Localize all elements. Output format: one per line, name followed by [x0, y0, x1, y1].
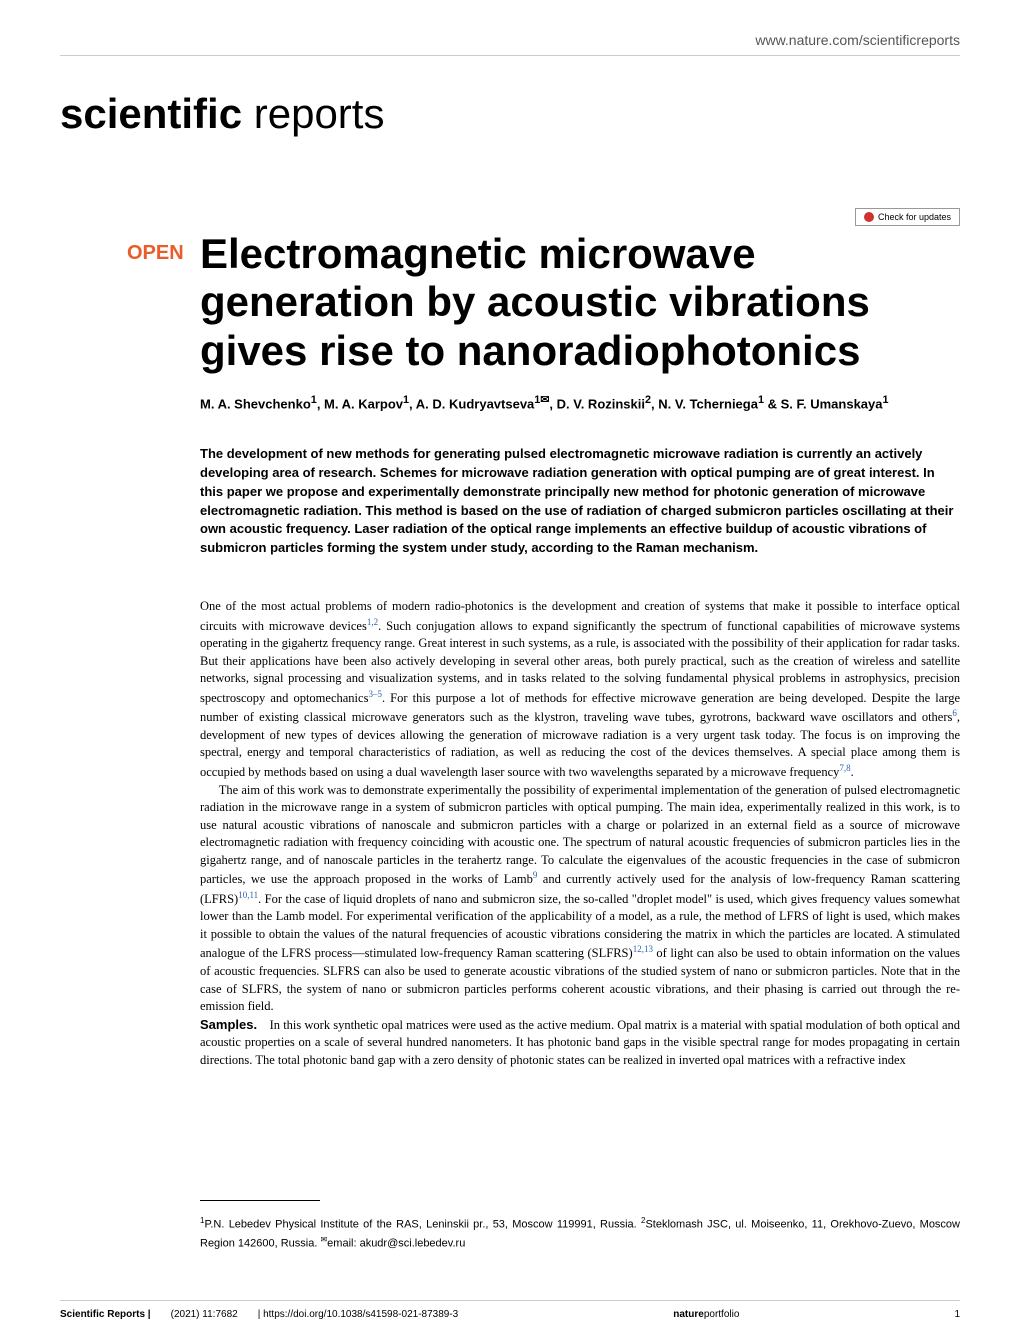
body-text: One of the most actual problems of moder… — [200, 598, 960, 1069]
footer-citation: (2021) 11:7682 — [171, 1309, 238, 1320]
footer: Scientific Reports | (2021) 11:7682 | ht… — [60, 1300, 960, 1320]
citation-link-1[interactable]: 1,2 — [367, 617, 378, 627]
footer-journal: Scientific Reports | — [60, 1309, 151, 1320]
affiliation-divider — [200, 1200, 320, 1201]
check-updates-label: Check for updates — [878, 212, 951, 222]
header-divider — [60, 55, 960, 56]
author-list: M. A. Shevchenko1, M. A. Karpov1, A. D. … — [200, 392, 960, 414]
citation-link-6[interactable]: 10,11 — [238, 890, 258, 900]
citation-link-7[interactable]: 12,13 — [633, 944, 653, 954]
abstract: The development of new methods for gener… — [200, 445, 960, 558]
logo-light: reports — [242, 90, 384, 137]
samples-section: Samples. In this work synthetic opal mat… — [200, 1016, 960, 1070]
logo-bold: scientific — [60, 90, 242, 137]
samples-heading: Samples. — [200, 1017, 257, 1032]
affiliations: 1P.N. Lebedev Physical Institute of the … — [200, 1215, 960, 1254]
footer-doi[interactable]: | https://doi.org/10.1038/s41598-021-873… — [258, 1309, 459, 1320]
check-updates-button[interactable]: Check for updates — [855, 208, 960, 226]
open-access-badge: OPEN — [127, 242, 184, 265]
citation-link-4[interactable]: 7,8 — [839, 763, 850, 773]
page-number: 1 — [954, 1309, 960, 1320]
citation-link-2[interactable]: 3–5 — [368, 689, 382, 699]
journal-logo: scientific reports — [60, 90, 384, 138]
article-title: Electromagnetic microwave generation by … — [200, 230, 960, 375]
paragraph-1: One of the most actual problems of moder… — [200, 598, 960, 782]
header-url[interactable]: www.nature.com/scientificreports — [755, 32, 960, 48]
footer-left: Scientific Reports | (2021) 11:7682 | ht… — [60, 1309, 458, 1320]
paragraph-2: The aim of this work was to demonstrate … — [200, 782, 960, 1016]
nature-portfolio-logo: natureportfolio — [673, 1309, 739, 1320]
check-updates-icon — [864, 212, 874, 222]
samples-text: In this work synthetic opal matrices wer… — [200, 1018, 960, 1067]
